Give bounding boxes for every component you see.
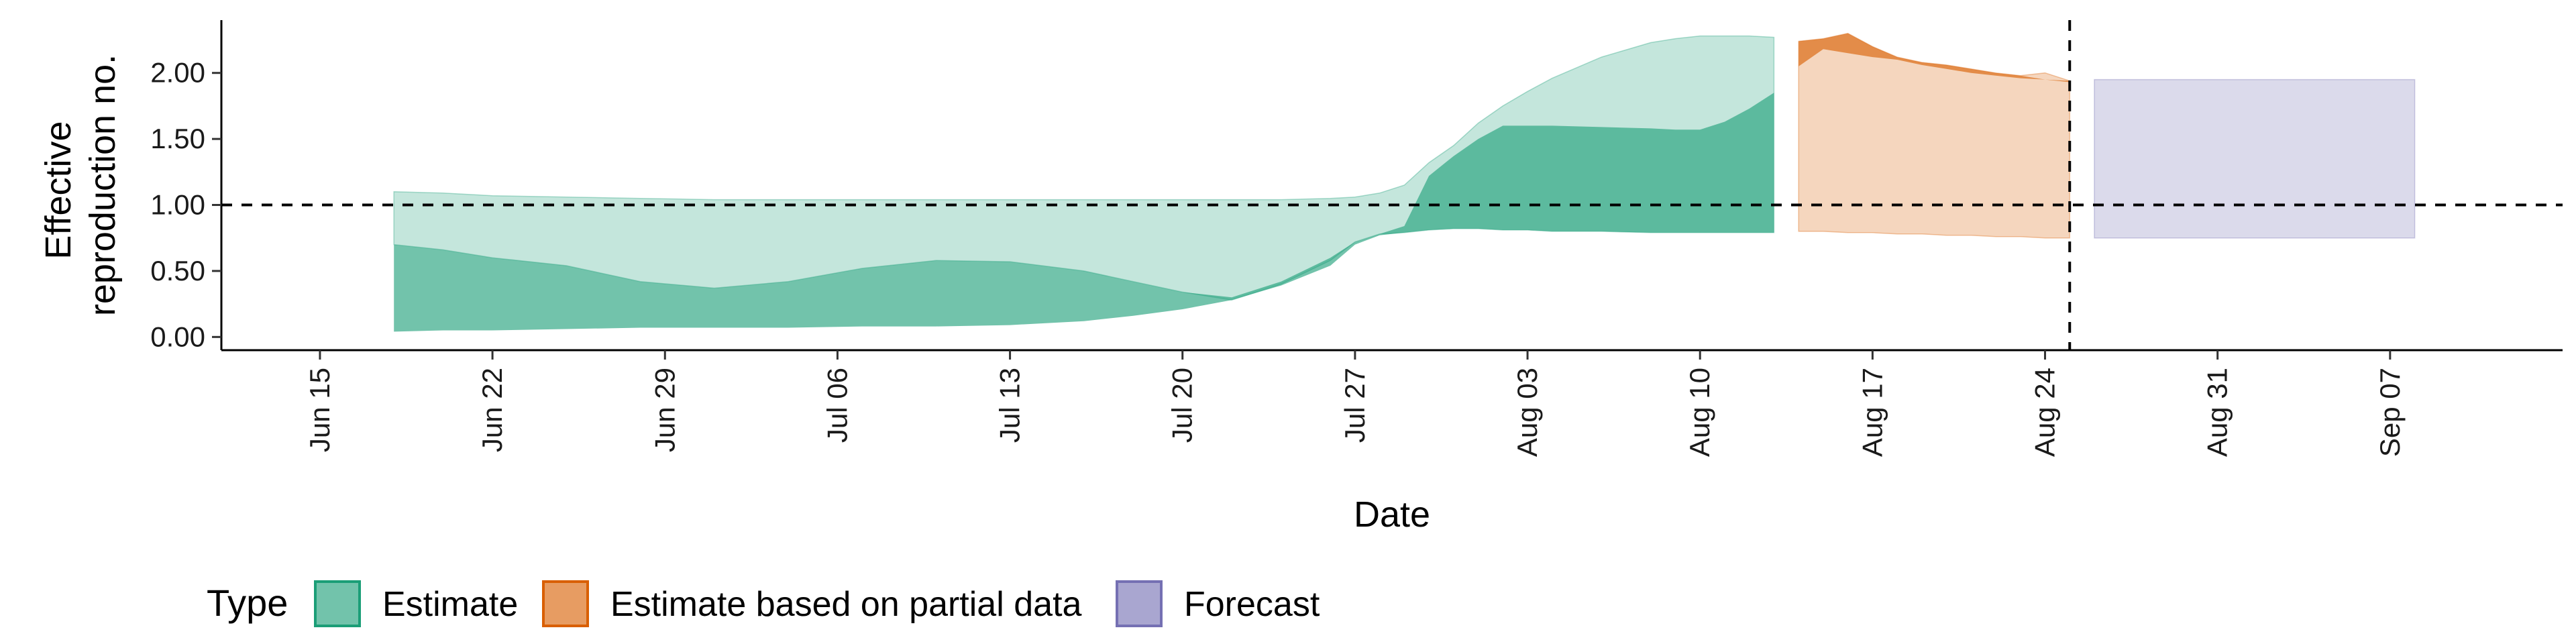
band-inner-1 — [1799, 33, 2070, 83]
x-tick-label: Aug 24 — [2029, 368, 2061, 457]
x-axis-title: Date — [1354, 494, 1430, 535]
y-tick-label: 2.00 — [150, 57, 205, 89]
plot-bands — [393, 32, 2416, 332]
legend-title: Type — [207, 582, 288, 624]
y-axis-title: Effective reproduction no. — [38, 54, 123, 316]
x-tick-label: Jun 15 — [304, 368, 335, 452]
legend-label-2: Forecast — [1184, 585, 1320, 624]
y-axis-title-line-2: reproduction no. — [83, 54, 123, 316]
legend-swatch-0 — [314, 580, 361, 627]
y-tick-label: 1.00 — [150, 189, 205, 221]
x-tick-label: Jun 22 — [476, 368, 508, 452]
y-tick-label: 0.50 — [150, 255, 205, 286]
legend: Type Estimate Estimate based on partial da… — [207, 580, 1320, 627]
x-tick-label: Jul 20 — [1167, 368, 1198, 443]
y-tick-label: 1.50 — [150, 123, 205, 154]
x-tick-label: Sep 07 — [2374, 368, 2406, 457]
y-tick-label: 0.00 — [150, 321, 205, 352]
x-tick-label: Jun 29 — [649, 368, 680, 452]
band-outer-2 — [2094, 78, 2416, 239]
x-tick-label: Aug 31 — [2202, 368, 2233, 457]
x-tick-label: Aug 10 — [1684, 368, 1715, 457]
x-tick-label: Jul 13 — [994, 368, 1026, 443]
reference-lines — [221, 20, 2563, 350]
legend-label-0: Estimate — [382, 585, 518, 624]
x-tick-label: Aug 17 — [1856, 368, 1888, 457]
legend-swatch-1 — [542, 580, 589, 627]
x-tick-label: Aug 03 — [1511, 368, 1543, 457]
legend-swatch-2 — [1116, 580, 1163, 627]
x-tick-label: Jul 27 — [1339, 368, 1371, 443]
y-axis-title-line-1: Effective — [38, 121, 78, 259]
x-tick-label: Jul 06 — [821, 368, 853, 443]
legend-label-1: Estimate based on partial data — [610, 585, 1082, 624]
band-inner-0 — [394, 93, 1774, 332]
axes: 0.00 0.50 1.00 1.50 2.00 Jun 15 Jun 22 Jun 29 Ju… — [150, 20, 2563, 457]
